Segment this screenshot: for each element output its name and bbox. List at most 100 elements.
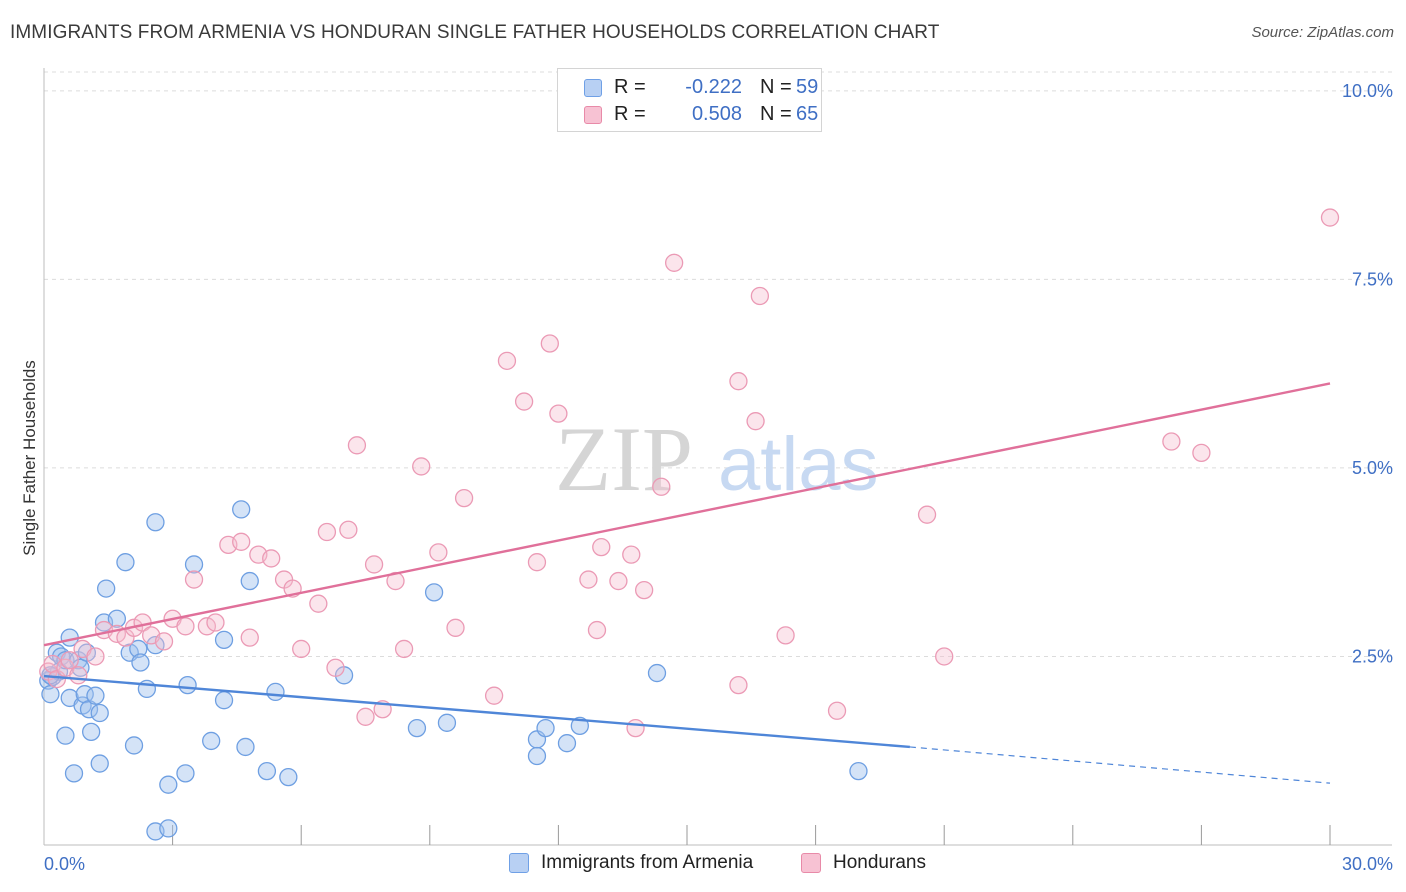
x-tick-label: 0.0% (44, 854, 85, 874)
data-point (626, 718, 645, 738)
data-point (1320, 208, 1340, 227)
data-point (184, 570, 204, 589)
data-point (339, 520, 358, 539)
data-point (69, 666, 88, 685)
data-point (176, 617, 195, 636)
honduras-trend-line (43, 382, 1331, 647)
x-tick-label: 30.0% (1342, 854, 1393, 874)
axes (43, 68, 1392, 846)
data-point (107, 609, 127, 628)
data-point (609, 571, 628, 591)
data-point (206, 613, 225, 632)
data-point (97, 579, 116, 598)
data-point (232, 500, 251, 519)
data-point (622, 545, 641, 564)
n-label: N = (760, 76, 792, 98)
stats-legend: R = -0.222 N = 59 R = 0.508 N = 65 (557, 68, 822, 132)
chart-title: IMMIGRANTS FROM ARMENIA VS HONDURAN SING… (10, 22, 940, 43)
data-point (262, 549, 281, 568)
data-point (570, 716, 589, 735)
armenia-legend-swatch (509, 853, 529, 873)
honduras-legend-label: Hondurans (833, 852, 926, 873)
data-point (527, 746, 547, 766)
data-point (484, 686, 504, 705)
data-point (827, 701, 847, 720)
data-point (849, 761, 868, 781)
honduras-swatch (584, 106, 602, 124)
data-point (664, 253, 684, 272)
data-point (309, 594, 328, 613)
data-point (497, 351, 517, 370)
data-point (454, 488, 474, 508)
data-point (437, 713, 457, 732)
data-point (776, 626, 795, 645)
data-point (159, 775, 178, 794)
honduras-legend-swatch (801, 853, 821, 873)
watermark-zip: ZIP (555, 408, 693, 510)
honduras-r-value: 0.508 (691, 103, 742, 125)
data-point (159, 819, 178, 838)
data-point (917, 505, 937, 524)
data-point (652, 477, 671, 496)
data-point (412, 457, 431, 476)
data-point (424, 583, 444, 602)
data-point (935, 647, 954, 666)
data-point (394, 639, 414, 659)
data-point (71, 658, 90, 677)
y-tick-label: 10.0% (1342, 81, 1393, 101)
data-point (557, 734, 577, 753)
data-point (647, 663, 667, 683)
trend-lines (43, 382, 1331, 784)
honduras-points (39, 208, 1340, 738)
data-point (292, 639, 311, 659)
axis-labels: 2.5% 5.0% 7.5% 10.0% 0.0% 30.0% Single Father … (20, 81, 1393, 874)
armenia-points (39, 500, 868, 841)
data-point (1192, 443, 1211, 462)
data-point (347, 436, 367, 455)
r-label: R = (614, 76, 646, 98)
data-point (326, 658, 345, 677)
grid (44, 71, 1392, 657)
data-points (39, 208, 1340, 841)
data-point (116, 553, 135, 572)
data-point (729, 372, 748, 391)
data-point (257, 761, 277, 781)
data-point (146, 513, 165, 532)
data-point (64, 764, 84, 783)
data-point (178, 675, 197, 695)
armenia-legend-label: Immigrants from Armenia (541, 852, 754, 873)
r-label: R = (614, 103, 646, 125)
data-point (407, 718, 427, 738)
y-tick-label: 7.5% (1352, 269, 1393, 289)
armenia-n-value: 59 (796, 76, 819, 98)
watermark-atlas: atlas (718, 422, 879, 507)
data-point (579, 570, 598, 589)
data-point (124, 736, 144, 755)
data-point (536, 718, 555, 738)
data-point (356, 707, 375, 726)
honduras-n-value: 65 (796, 103, 819, 125)
data-point (86, 686, 105, 705)
data-point (514, 392, 534, 411)
data-point (634, 580, 654, 600)
data-point (317, 522, 337, 542)
y-axis-label: Single Father Households (20, 360, 39, 556)
data-point (82, 722, 101, 742)
data-point (527, 553, 547, 572)
data-point (240, 628, 259, 647)
armenia-swatch (584, 79, 602, 97)
data-point (540, 334, 559, 353)
data-point (60, 651, 79, 670)
y-tick-label: 2.5% (1352, 646, 1393, 666)
data-point (746, 412, 765, 431)
data-point (56, 726, 75, 745)
data-point (176, 764, 195, 783)
n-label: N = (760, 103, 792, 125)
data-point (429, 543, 448, 562)
data-point (266, 682, 285, 702)
armenia-trend-line (43, 674, 911, 749)
data-point (154, 632, 174, 651)
data-point (549, 404, 568, 423)
data-point (86, 647, 105, 666)
